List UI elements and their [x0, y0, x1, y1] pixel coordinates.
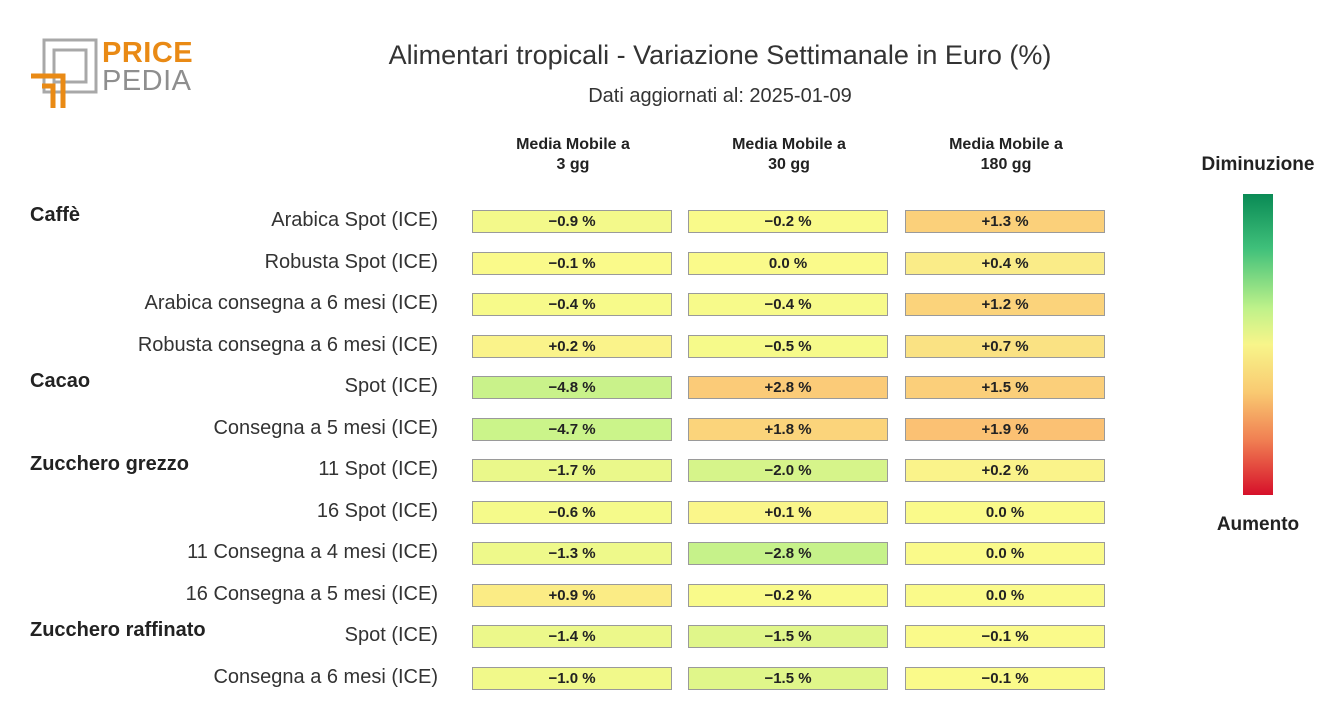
heatmap-cell: +1.3 %: [905, 210, 1105, 233]
chart-title: Alimentari tropicali - Variazione Settim…: [388, 40, 1052, 70]
heatmap-cell: +1.5 %: [905, 376, 1105, 399]
row-label: 16 Spot (ICE): [316, 499, 438, 522]
pricepedia-logo: PRICE PEDIA: [28, 36, 198, 116]
logo-mark-icon: [31, 38, 98, 108]
heatmap-cell: 0.0 %: [905, 542, 1105, 565]
heatmap-cell: −0.2 %: [688, 210, 888, 233]
heatmap-cell: +0.9 %: [472, 583, 672, 607]
row-label: Spot (ICE): [344, 624, 438, 646]
heatmap-cell: −0.1 %: [905, 625, 1105, 648]
column-header: Media Mobile a 30 gg: [732, 136, 846, 173]
heatmap-cell: −0.2 %: [688, 583, 888, 607]
column-header: Media Mobile a 180 gg: [949, 136, 1063, 173]
legend-bottom-label: Aumento: [1216, 514, 1300, 535]
heatmap-cell: −1.5 %: [688, 666, 888, 690]
heatmap-cell: 0.0 %: [905, 500, 1105, 524]
heatmap-cell: −1.5 %: [688, 625, 888, 648]
heatmap-cell: −4.8 %: [472, 376, 672, 399]
heatmap-cell: −1.4 %: [472, 625, 672, 648]
group-label: Zucchero grezzo: [30, 453, 189, 475]
heatmap-cell: +1.2 %: [905, 293, 1105, 316]
heatmap-cell: +0.2 %: [472, 334, 672, 358]
heatmap-cell: 0.0 %: [905, 583, 1105, 607]
heatmap-cell: −1.7 %: [472, 459, 672, 482]
heatmap-cell: +0.1 %: [688, 500, 888, 524]
row-label: 16 Consegna a 5 mesi (ICE): [185, 582, 438, 605]
heatmap-cell: +2.8 %: [688, 376, 888, 399]
group-label: Caffè: [30, 204, 81, 226]
heatmap-cell: −0.5 %: [688, 334, 888, 358]
heatmap-cell: −1.0 %: [472, 666, 672, 690]
heatmap-cell: −4.7 %: [472, 417, 672, 441]
heatmap-cell: −0.6 %: [472, 500, 672, 524]
row-label: 11 Consegna a 4 mesi (ICE): [187, 541, 438, 563]
heatmap-cell: 0.0 %: [688, 251, 888, 275]
logo-word-pedia: PEDIA: [102, 65, 192, 97]
row-label: Spot (ICE): [344, 375, 438, 397]
heatmap-cell: −2.8 %: [688, 542, 888, 565]
group-label: Cacao: [30, 370, 91, 392]
group-label: Zucchero raffinato: [30, 619, 206, 641]
heatmap-cell: +1.9 %: [905, 417, 1105, 441]
heatmap-cell: −0.4 %: [472, 293, 672, 316]
heatmap-cell: +0.7 %: [905, 334, 1105, 358]
row-label: Consegna a 5 mesi (ICE): [213, 416, 438, 439]
legend-top-label: Diminuzione: [1201, 154, 1315, 175]
row-label: 11 Spot (ICE): [318, 458, 438, 480]
row-label: Robusta consegna a 6 mesi (ICE): [137, 333, 438, 356]
heatmap-cell: +1.8 %: [688, 417, 888, 441]
legend-color-bar: [1243, 194, 1273, 495]
heatmap-cell: −2.0 %: [688, 459, 888, 482]
heatmap-cell: +0.4 %: [905, 251, 1105, 275]
row-label: Consegna a 6 mesi (ICE): [213, 665, 438, 688]
logo-word-price: PRICE: [102, 37, 194, 69]
heatmap-cell: −0.4 %: [688, 293, 888, 316]
heatmap-cell: −1.3 %: [472, 542, 672, 565]
row-label: Arabica Spot (ICE): [271, 209, 438, 231]
row-label: Robusta Spot (ICE): [264, 250, 438, 273]
column-header: Media Mobile a 3 gg: [516, 136, 630, 173]
heatmap-cell: −0.1 %: [905, 666, 1105, 690]
heatmap-cell: −0.1 %: [472, 251, 672, 275]
heatmap-cell: −0.9 %: [472, 210, 672, 233]
chart-subtitle: Dati aggiornati al: 2025-01-09: [588, 85, 852, 107]
heatmap-cell: +0.2 %: [905, 459, 1105, 482]
row-label: Arabica consegna a 6 mesi (ICE): [144, 292, 438, 314]
